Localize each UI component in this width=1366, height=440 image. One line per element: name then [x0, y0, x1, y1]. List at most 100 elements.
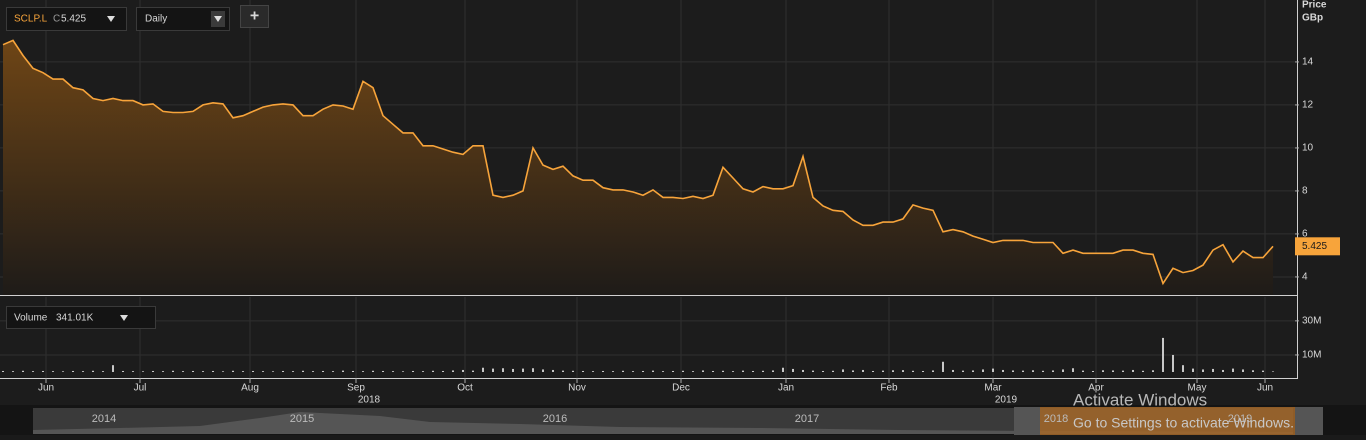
volume-bar: [592, 371, 594, 372]
interval-box[interactable]: [136, 7, 230, 31]
volume-bar: [802, 369, 804, 372]
x-tick-label: May: [1188, 383, 1207, 394]
volume-box[interactable]: [6, 306, 156, 329]
navigator-year: 2019: [1228, 413, 1252, 425]
volume-bar: [672, 370, 674, 372]
volume-bar: [422, 371, 424, 372]
volume-bar: [1262, 370, 1264, 372]
volume-bar: [602, 370, 604, 372]
volume-bar: [312, 371, 314, 372]
y-tick-label: 12: [1302, 100, 1314, 111]
volume-bar: [432, 370, 434, 372]
volume-bar: [562, 370, 564, 372]
volume-bar: [582, 370, 584, 372]
symbol: SCLP.L: [14, 14, 48, 25]
volume-bar: [702, 370, 704, 372]
x-tick-label: Jun: [38, 383, 54, 394]
navigator-handle[interactable]: [1295, 407, 1323, 435]
volume-bar: [2, 370, 4, 372]
volume-bar: [1082, 370, 1084, 372]
dropdown-arrow: [107, 16, 115, 22]
volume-bar: [822, 370, 824, 372]
volume-bar: [462, 369, 464, 372]
volume-bar: [792, 368, 794, 372]
volume-bar: [92, 370, 94, 372]
y-tick-label: 14: [1302, 57, 1314, 68]
volume-bar: [932, 370, 934, 372]
volume-bar: [382, 370, 384, 372]
volume-bar: [512, 368, 514, 372]
volume-bar: [42, 370, 44, 372]
volume-bar: [1272, 371, 1274, 372]
dropdown-arrow: [120, 315, 128, 321]
watermark-subtitle: Go to Settings to activate Windows.: [1073, 415, 1294, 431]
y-tick-label: 10: [1302, 143, 1314, 154]
plot: [2, 39, 1274, 372]
add-button[interactable]: [240, 5, 269, 28]
symbol-box[interactable]: [6, 7, 127, 31]
navigator-years: 2014 2015 2016 2017 2018 2019: [92, 413, 1252, 425]
volume-bar: [142, 371, 144, 372]
navigator-handle[interactable]: [1014, 407, 1040, 435]
volume-bar: [22, 370, 24, 372]
interval: Daily: [145, 14, 167, 25]
volume-bar: [222, 371, 224, 372]
navigator-selection[interactable]: [1040, 407, 1295, 435]
volume-bar: [832, 370, 834, 372]
volume-bar: [372, 370, 374, 372]
close-value: 5.425: [61, 14, 86, 25]
y-tick-label: 6: [1302, 229, 1308, 240]
axis-title: Price: [1302, 0, 1327, 11]
volume-bar: [892, 370, 894, 372]
dropdown-arrow: [214, 16, 222, 22]
volume-bar: [772, 370, 774, 372]
volume-bar: [292, 371, 294, 372]
volume-bar: [332, 371, 334, 372]
volume-bar: [1122, 370, 1124, 372]
volume-bar: [1102, 370, 1104, 372]
volume-bar: [12, 371, 14, 372]
volume-bar: [552, 369, 554, 372]
volume-bar: [202, 371, 204, 372]
y-tick-label: 10M: [1302, 350, 1321, 361]
volume-bar: [732, 371, 734, 372]
volume-bar: [1172, 354, 1174, 372]
volume-bar: [1072, 368, 1074, 372]
y-tick-label: 8: [1302, 186, 1308, 197]
volume-bar: [662, 371, 664, 372]
year-label: 2018: [358, 395, 381, 406]
x-tick-label: Jul: [134, 383, 147, 394]
volume-bar: [242, 371, 244, 372]
volume-bar: [282, 370, 284, 372]
volume-bar: [862, 369, 864, 372]
volume-bar: [782, 367, 784, 372]
x-tick-label: Nov: [568, 383, 586, 394]
volume-bar: [572, 370, 574, 372]
y-tick-label: 30M: [1302, 316, 1321, 327]
navigator-year: 2015: [290, 413, 314, 425]
volume-bar: [362, 371, 364, 372]
volume-bar: [712, 370, 714, 372]
volume-bar: [762, 370, 764, 372]
axis-unit: GBp: [1302, 13, 1323, 24]
volume-bar: [302, 370, 304, 372]
volume-bar: [392, 371, 394, 372]
volume-bar: [492, 368, 494, 372]
volume-bar: [1252, 370, 1254, 372]
x-tick-label: Apr: [1088, 383, 1104, 394]
volume-bar: [412, 370, 414, 372]
volume-bar: [1152, 370, 1154, 372]
volume-bar: [1092, 370, 1094, 372]
volume-bar: [1052, 370, 1054, 372]
x-tick-label: Jun: [1257, 383, 1273, 394]
volume-bar: [352, 370, 354, 372]
volume-legend: Volume: [14, 313, 48, 324]
volume-bar: [82, 371, 84, 372]
x-tick-label: Feb: [880, 383, 898, 394]
add-icon: +: [250, 8, 259, 25]
volume-bar: [682, 370, 684, 372]
volume-bar: [1222, 369, 1224, 372]
volume-bar: [942, 361, 944, 372]
x-tick-label: Oct: [457, 383, 473, 394]
volume-bar: [452, 370, 454, 372]
